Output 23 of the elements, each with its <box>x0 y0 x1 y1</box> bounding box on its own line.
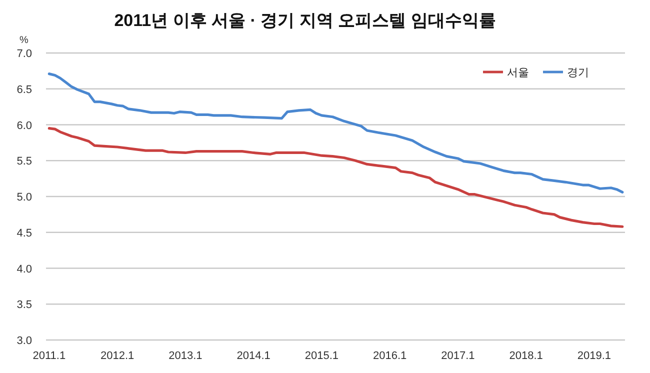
line-series <box>48 127 624 228</box>
x-tick-label: 2013.1 <box>168 350 202 362</box>
legend-label: 경기 <box>567 67 589 79</box>
x-tick-label: 2018.1 <box>509 350 543 362</box>
y-tick-label: 5.0 <box>16 192 32 204</box>
y-tick-label: 3.0 <box>16 335 32 347</box>
y-tick-label: 4.5 <box>16 227 32 240</box>
x-tick-label: 2011.1 <box>32 350 66 362</box>
y-tick-label: 6.5 <box>16 84 32 96</box>
y-tick-label: 4.0 <box>16 263 32 276</box>
x-tick-label: 2016.1 <box>372 350 407 362</box>
chart-title: 2011년 이후 서울 · 경기 지역 오피스텔 임대수익률 <box>114 11 496 30</box>
x-tick-label: 2012.1 <box>100 350 134 362</box>
x-tick-label: 2017.1 <box>441 350 475 362</box>
y-tick-label: 7.0 <box>16 48 32 60</box>
y-tick-label: 6.0 <box>16 120 32 132</box>
x-tick-label: 2015.1 <box>304 350 339 362</box>
x-tick-label: 2014.1 <box>236 350 270 362</box>
y-tick-label: 5.5 <box>16 156 32 168</box>
y-tick-label: 3.5 <box>16 299 32 312</box>
y-axis-title: % <box>20 35 29 46</box>
x-tick-label: 2019.1 <box>577 350 612 362</box>
legend-label: 서울 <box>507 67 529 79</box>
